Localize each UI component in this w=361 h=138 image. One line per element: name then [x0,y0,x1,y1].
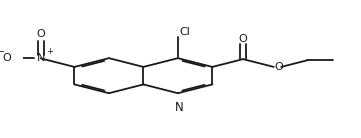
Text: +: + [46,47,53,56]
Text: −: − [0,47,5,57]
Text: N: N [175,101,184,114]
Text: Cl: Cl [179,27,191,37]
Text: O: O [275,62,283,72]
Text: N: N [37,53,45,63]
Text: O: O [239,34,247,43]
Text: O: O [3,53,12,63]
Text: O: O [36,29,45,39]
